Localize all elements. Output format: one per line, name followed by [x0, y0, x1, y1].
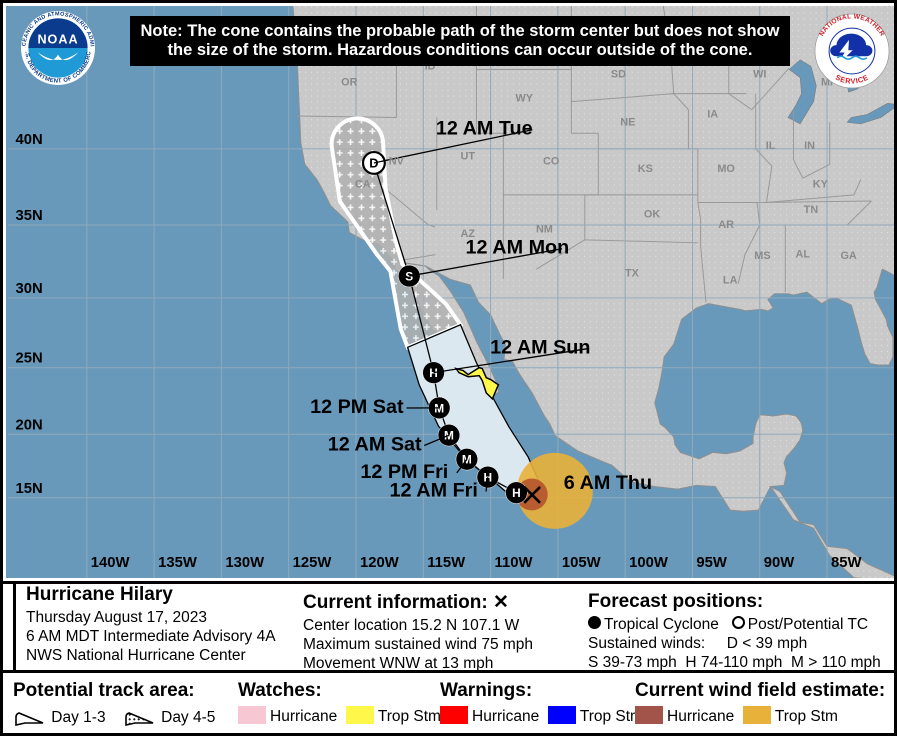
svg-text:12 AM Sat: 12 AM Sat	[328, 433, 422, 455]
svg-text:TX: TX	[625, 267, 640, 279]
svg-text:S: S	[405, 270, 413, 284]
svg-text:IL: IL	[766, 140, 776, 152]
svg-text:CO: CO	[543, 155, 559, 167]
svg-text:KY: KY	[813, 178, 829, 190]
svg-text:110W: 110W	[495, 555, 533, 571]
svg-text:NM: NM	[536, 223, 553, 235]
svg-text:MS: MS	[754, 250, 770, 262]
svg-text:6 AM Thu: 6 AM Thu	[564, 472, 652, 494]
svg-text:95W: 95W	[696, 555, 727, 571]
svg-text:SD: SD	[611, 69, 626, 81]
svg-text:H: H	[512, 486, 521, 500]
svg-text:40N: 40N	[16, 132, 43, 148]
svg-text:135W: 135W	[158, 555, 197, 571]
svg-text:115W: 115W	[427, 555, 465, 571]
svg-text:125W: 125W	[293, 555, 332, 571]
svg-text:AZ: AZ	[460, 228, 475, 240]
svg-text:OR: OR	[341, 77, 357, 89]
svg-text:12 AM Sun: 12 AM Sun	[490, 337, 590, 359]
svg-text:LA: LA	[723, 275, 738, 287]
svg-text:140W: 140W	[91, 555, 130, 571]
svg-text:35N: 35N	[16, 208, 43, 224]
svg-text:12 PM Sat: 12 PM Sat	[310, 396, 404, 418]
svg-text:WY: WY	[515, 93, 533, 105]
svg-text:12 AM Fri: 12 AM Fri	[390, 480, 478, 502]
svg-text:NOAA: NOAA	[37, 33, 78, 47]
svg-text:12 AM Tue: 12 AM Tue	[436, 118, 533, 140]
svg-text:UT: UT	[460, 151, 475, 163]
svg-text:105W: 105W	[562, 555, 601, 571]
svg-text:MO: MO	[717, 163, 735, 175]
svg-text:85W: 85W	[831, 555, 862, 571]
svg-text:12 AM Mon: 12 AM Mon	[466, 237, 570, 259]
svg-text:KS: KS	[638, 163, 653, 175]
svg-text:IA: IA	[707, 109, 718, 121]
svg-text:WI: WI	[753, 69, 766, 81]
svg-text:15N: 15N	[16, 481, 43, 497]
svg-text:120W: 120W	[360, 555, 399, 571]
svg-text:NV: NV	[389, 155, 405, 167]
svg-text:130W: 130W	[225, 555, 264, 571]
svg-text:20N: 20N	[16, 417, 43, 433]
svg-text:100W: 100W	[629, 555, 668, 571]
svg-text:GA: GA	[840, 250, 856, 262]
svg-text:30N: 30N	[16, 281, 43, 297]
svg-text:OK: OK	[644, 209, 660, 221]
svg-text:IN: IN	[804, 140, 815, 152]
svg-text:TN: TN	[804, 204, 819, 216]
svg-text:H: H	[429, 366, 438, 380]
svg-text:90W: 90W	[764, 555, 795, 571]
svg-text:CA: CA	[355, 178, 371, 190]
svg-text:AL: AL	[796, 248, 811, 260]
svg-text:NE: NE	[620, 116, 635, 128]
svg-text:AR: AR	[718, 219, 734, 231]
svg-text:25N: 25N	[16, 351, 43, 367]
